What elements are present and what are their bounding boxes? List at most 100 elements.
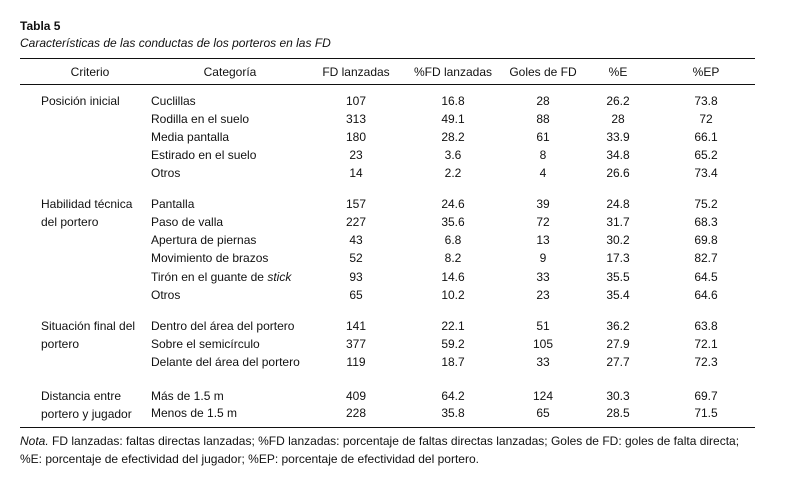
categoria-cell: Cuclillas bbox=[151, 93, 196, 109]
categoria-text: Paso de valla bbox=[151, 215, 224, 229]
pct-fd-lanzadas-cell: 2.2 bbox=[444, 166, 462, 180]
pct-fd-lanzadas-cell: 22.1 bbox=[441, 319, 465, 333]
pct-e-cell: 27.7 bbox=[606, 355, 630, 369]
categoria-text: Menos de 1.5 m bbox=[151, 406, 238, 420]
table-row: Otros 65 10.2 23 35.4 64.6 bbox=[0, 287, 786, 303]
pct-ep-cell: 66.1 bbox=[694, 130, 718, 144]
pct-ep-cell: 64.5 bbox=[694, 270, 718, 284]
categoria-cell: Dentro del área del portero bbox=[151, 318, 294, 334]
header-goles-fd: Goles de FD bbox=[509, 65, 577, 79]
categoria-cell: Apertura de piernas bbox=[151, 232, 256, 248]
pct-ep-cell: 75.2 bbox=[694, 197, 718, 211]
header-criterio: Criterio bbox=[70, 65, 110, 79]
fd-lanzadas-cell: 52 bbox=[349, 251, 363, 265]
pct-ep-cell: 73.4 bbox=[694, 166, 718, 180]
pct-fd-lanzadas-cell: 35.8 bbox=[441, 406, 465, 420]
goles-fd-cell: 28 bbox=[536, 94, 550, 108]
table-row: Media pantalla 180 28.2 61 33.9 66.1 bbox=[0, 129, 786, 145]
goles-fd-cell: 65 bbox=[536, 406, 550, 420]
table-title: Tabla 5 bbox=[20, 19, 61, 33]
fd-lanzadas-cell: 228 bbox=[345, 406, 367, 420]
table-row: Otros 14 2.2 4 26.6 73.4 bbox=[0, 165, 786, 181]
categoria-cell: Pantalla bbox=[151, 196, 194, 212]
categoria-text: Pantalla bbox=[151, 197, 195, 211]
goles-fd-cell: 4 bbox=[539, 166, 547, 180]
pct-fd-lanzadas-cell: 64.2 bbox=[441, 389, 465, 403]
table-row: Dentro del área del portero 141 22.1 51 36.2… bbox=[0, 318, 786, 334]
fd-lanzadas-cell: 377 bbox=[345, 337, 367, 351]
pct-e-cell: 17.3 bbox=[606, 251, 630, 265]
pct-fd-lanzadas-cell: 35.6 bbox=[441, 215, 465, 229]
fd-lanzadas-cell: 93 bbox=[349, 270, 363, 284]
pct-fd-lanzadas-cell: 59.2 bbox=[441, 337, 465, 351]
categoria-cell: Otros bbox=[151, 165, 180, 181]
pct-fd-lanzadas-cell: 28.2 bbox=[441, 130, 465, 144]
categoria-text: Otros bbox=[151, 288, 181, 302]
pct-fd-lanzadas-cell: 18.7 bbox=[441, 355, 465, 369]
pct-fd-lanzadas-cell: 8.2 bbox=[444, 251, 462, 265]
categoria-text: Sobre el semicírculo bbox=[151, 337, 260, 351]
header-pct-e: %E bbox=[608, 65, 628, 79]
pct-e-cell: 33.9 bbox=[606, 130, 630, 144]
pct-fd-lanzadas-cell: 16.8 bbox=[441, 94, 465, 108]
criterio-label: Situación final del portero bbox=[41, 319, 136, 351]
categoria-cell: Menos de 1.5 m bbox=[151, 405, 237, 421]
header-pct-fd-lanzadas: %FD lanzadas bbox=[413, 65, 493, 79]
pct-ep-cell: 63.8 bbox=[694, 319, 718, 333]
pct-ep-cell: 68.3 bbox=[694, 215, 718, 229]
categoria-cell: Delante del área del portero bbox=[151, 354, 300, 370]
goles-fd-cell: 105 bbox=[532, 337, 554, 351]
pct-ep-cell: 72.3 bbox=[694, 355, 718, 369]
table-row: Paso de valla 227 35.6 72 31.7 68.3 bbox=[0, 214, 786, 230]
fd-lanzadas-cell: 227 bbox=[345, 215, 367, 229]
table-row: Cuclillas 107 16.8 28 26.2 73.8 bbox=[0, 93, 786, 109]
criterio-label: Habilidad técnica del portero bbox=[41, 197, 133, 229]
goles-fd-cell: 72 bbox=[536, 215, 550, 229]
pct-ep-cell: 72.1 bbox=[694, 337, 718, 351]
pct-fd-lanzadas-cell: 10.2 bbox=[441, 288, 465, 302]
goles-fd-cell: 33 bbox=[536, 270, 550, 284]
fd-lanzadas-cell: 157 bbox=[345, 197, 367, 211]
categoria-cell: Rodilla en el suelo bbox=[151, 111, 249, 127]
pct-e-cell: 30.2 bbox=[606, 233, 630, 247]
goles-fd-cell: 23 bbox=[536, 288, 550, 302]
fd-lanzadas-cell: 313 bbox=[345, 112, 367, 126]
goles-fd-cell: 124 bbox=[532, 389, 554, 403]
categoria-text: Movimiento de brazos bbox=[151, 251, 269, 265]
goles-fd-cell: 88 bbox=[536, 112, 550, 126]
criterio-label: Posición inicial bbox=[41, 94, 120, 108]
pct-e-cell: 28.5 bbox=[606, 406, 630, 420]
pct-fd-lanzadas-cell: 6.8 bbox=[444, 233, 462, 247]
pct-e-cell: 30.3 bbox=[606, 389, 630, 403]
pct-e-cell: 26.2 bbox=[606, 94, 630, 108]
categoria-cell: Estirado en el suelo bbox=[151, 147, 256, 163]
table-row: Estirado en el suelo 23 3.6 8 34.8 65.2 bbox=[0, 147, 786, 163]
fd-lanzadas-cell: 23 bbox=[349, 148, 363, 162]
categoria-cell: Movimiento de brazos bbox=[151, 250, 268, 266]
categoria-cell: Más de 1.5 m bbox=[151, 388, 224, 404]
pct-ep-cell: 65.2 bbox=[694, 148, 718, 162]
table-row: Más de 1.5 m 409 64.2 124 30.3 69.7 bbox=[0, 388, 786, 404]
header-rule bbox=[20, 84, 755, 85]
pct-e-cell: 24.8 bbox=[606, 197, 630, 211]
table-row: Apertura de piernas 43 6.8 13 30.2 69.8 bbox=[0, 232, 786, 248]
pct-e-cell: 27.9 bbox=[606, 337, 630, 351]
pct-fd-lanzadas-cell: 3.6 bbox=[444, 148, 462, 162]
fd-lanzadas-cell: 119 bbox=[346, 355, 366, 369]
fd-lanzadas-cell: 180 bbox=[345, 130, 367, 144]
pct-fd-lanzadas-cell: 14.6 bbox=[441, 270, 465, 284]
categoria-text: Otros bbox=[151, 166, 181, 180]
fd-lanzadas-cell: 107 bbox=[345, 94, 367, 108]
table-row: Tirón en el guante de stick 93 14.6 33 35.5 6… bbox=[0, 269, 786, 285]
table-row: Sobre el semicírculo 377 59.2 105 27.9 72.1 bbox=[0, 336, 786, 352]
header-row: Criterio Categoría FD lanzadas %FD lanza… bbox=[0, 64, 786, 80]
fd-lanzadas-cell: 65 bbox=[349, 288, 363, 302]
pct-fd-lanzadas-cell: 49.1 bbox=[441, 112, 465, 126]
table-subtitle: Características de las conductas de los … bbox=[20, 36, 331, 50]
goles-fd-cell: 8 bbox=[539, 148, 547, 162]
pct-ep-cell: 64.6 bbox=[694, 288, 718, 302]
pct-ep-cell: 82.7 bbox=[694, 251, 718, 265]
fd-lanzadas-cell: 141 bbox=[345, 319, 367, 333]
categoria-cell: Tirón en el guante de stick bbox=[151, 269, 291, 285]
fd-lanzadas-cell: 43 bbox=[349, 233, 363, 247]
